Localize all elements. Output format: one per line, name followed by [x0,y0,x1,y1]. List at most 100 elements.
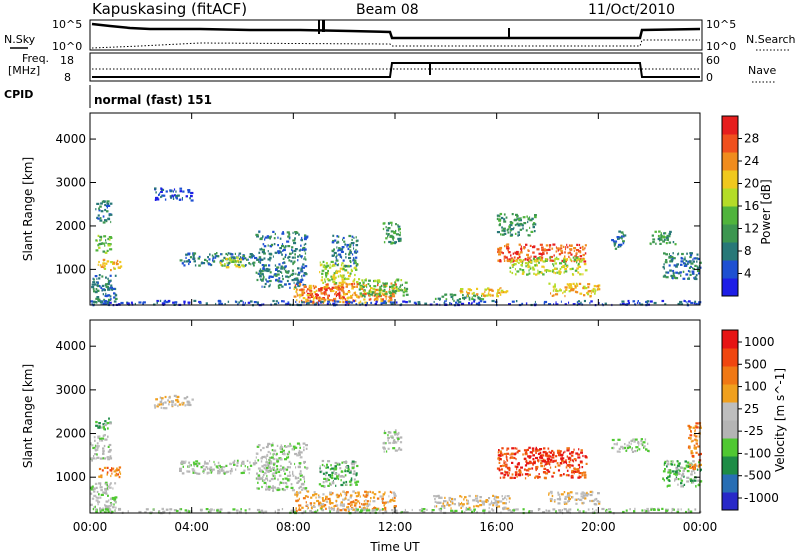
data-cell [570,476,574,479]
data-cell [300,474,303,477]
data-cell [448,504,451,507]
data-cell [383,222,386,225]
data-cell [695,302,698,306]
data-cell [519,222,523,226]
colorbar-segment [722,188,738,207]
data-cell [528,510,532,513]
data-cell [503,460,505,463]
data-cell [342,298,344,301]
data-cell [99,217,102,220]
data-cell [217,465,220,468]
data-cell [663,232,666,235]
data-cell [528,469,530,472]
data-cell [563,501,567,504]
data-cell [672,269,675,273]
data-cell [257,459,260,462]
data-cell [662,236,665,239]
data-cell [182,190,185,193]
data-cell [296,493,299,496]
data-cell [257,475,261,478]
data-cell [476,287,479,290]
data-cell [522,453,524,456]
data-cell [309,293,313,296]
data-cell [398,237,402,240]
data-cell [95,249,99,252]
data-cell [380,297,382,300]
data-cell [236,459,239,462]
data-cell [115,293,117,296]
data-cell [529,267,532,270]
data-cell [582,287,586,290]
data-cell [256,235,259,238]
data-cell [304,252,307,255]
data-cell [667,271,670,274]
data-cell [396,288,398,291]
data-cell [273,477,276,480]
data-cell [690,301,694,305]
data-cell [326,302,329,306]
data-cell [277,286,281,289]
data-cell [163,300,167,303]
data-cell [227,262,230,265]
data-cell [106,249,109,252]
data-cell [100,202,103,205]
data-cell [107,288,111,291]
data-cell [385,450,388,453]
data-cell [94,439,96,442]
data-cell [95,208,97,211]
data-cell [688,436,690,440]
data-cell [318,494,320,497]
data-cell [386,229,390,232]
data-cell [391,285,394,288]
data-cell [534,264,537,267]
data-cell [299,280,303,283]
data-cell [573,458,577,461]
data-cell [322,481,325,484]
data-cell [668,232,672,236]
data-cell [97,500,101,504]
data-cell [288,450,290,453]
data-cell [565,502,568,505]
data-cell [516,451,519,454]
data-cell [518,243,521,246]
data-cell [325,474,327,477]
data-cell [328,501,331,504]
data-cell [302,442,306,445]
data-cell [269,236,272,239]
data-cell [300,244,302,247]
data-cell [582,496,585,499]
data-cell [353,282,356,285]
data-cell [255,477,257,480]
data-cell [695,426,699,429]
data-cell [646,507,649,511]
data-cell [672,274,676,278]
data-cell [213,460,215,464]
data-cell [385,297,387,300]
data-cell [295,282,299,286]
data-cell [581,472,584,475]
data-cell [102,242,105,245]
data-cell [506,507,510,510]
data-cell [613,241,617,245]
data-cell [109,486,112,489]
data-cell [153,508,155,511]
data-cell [688,276,690,279]
data-cell [641,443,644,446]
data-cell [335,256,337,259]
data-cell [287,276,290,279]
data-cell [321,459,325,463]
data-cell [336,246,338,249]
data-cell [235,265,239,268]
data-cell [179,190,183,193]
data-cell [165,508,169,511]
data-cell [301,236,303,240]
data-cell [273,452,276,455]
data-cell [102,303,105,306]
data-cell [379,294,382,297]
data-cell [278,283,282,287]
data-cell [394,289,398,293]
data-cell [285,253,287,256]
data-cell [697,465,700,468]
data-cell [312,301,315,304]
data-cell [662,470,666,473]
